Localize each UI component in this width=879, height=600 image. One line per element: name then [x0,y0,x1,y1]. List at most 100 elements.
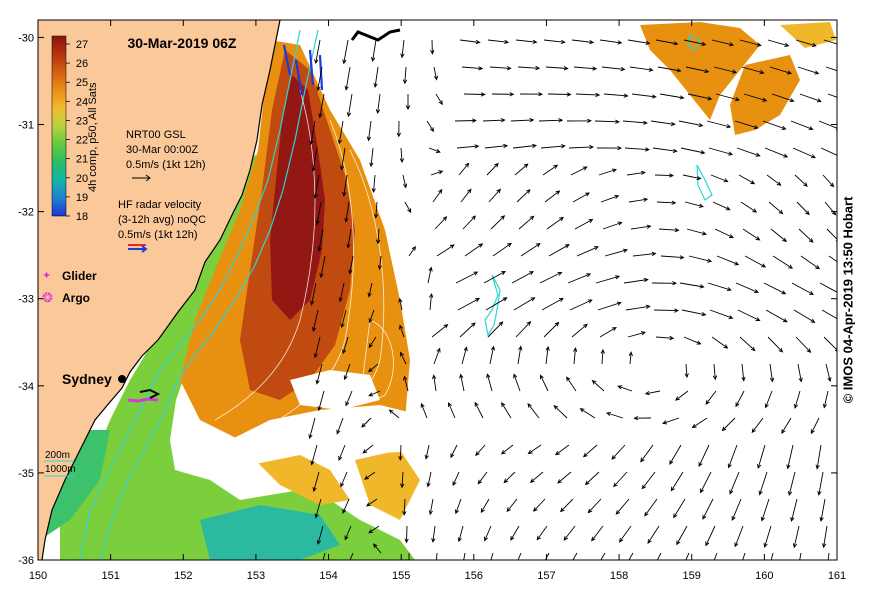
current-vector [346,93,353,118]
current-vector [474,401,484,419]
current-vector [579,408,596,419]
current-vector [464,243,484,257]
current-vector [741,66,765,75]
current-vector [516,189,531,203]
current-vector [627,331,647,338]
current-vector [822,390,829,409]
colorbar-tick-label: 25 [76,77,88,89]
current-vector [769,66,792,75]
current-vector [475,444,486,457]
current-vector [487,39,510,45]
current-vector [315,363,323,385]
current-vector [707,282,732,292]
current-vector [791,282,814,295]
current-vector [402,498,407,516]
colorbar-tick-label: 21 [76,154,88,166]
current-vector [770,552,774,560]
current-vector [670,471,684,492]
current-vector [658,227,680,233]
current-vector [796,201,810,216]
current-vector [361,417,372,428]
current-vector [433,347,441,365]
current-vector [587,498,602,514]
current-vector [567,273,592,284]
current-vector [669,444,682,466]
current-vector [741,363,746,382]
colorbar-tick-label: 24 [76,96,88,108]
current-vector [797,66,820,75]
current-vector [454,118,477,123]
current-vector [426,471,432,488]
current-vector [405,94,411,111]
current-vector [654,173,675,178]
current-vector [515,321,532,338]
current-vector [572,192,590,203]
current-vector [546,216,564,230]
current-vector [799,552,802,560]
current-vector [368,336,377,349]
current-vector [673,498,686,519]
current-vector [627,39,651,46]
sst-warm-patch [250,450,350,505]
depth-contour-1000m [99,29,319,560]
current-vector [311,147,318,173]
current-vector [510,117,535,123]
current-vector [557,471,572,484]
current-vector [404,525,409,544]
current-vector [617,385,633,392]
current-vector [317,228,324,252]
current-vector [548,244,570,257]
current-vector [372,543,382,554]
current-vector [539,271,563,284]
current-vector [569,299,593,311]
current-vector [705,525,716,547]
current-vector [313,336,321,359]
current-vector [683,39,707,46]
current-vector [559,498,574,513]
current-vector [488,188,501,203]
current-vector [362,444,374,454]
sst-cool-patch [200,505,340,560]
colorbar-tick-label: 22 [76,135,88,147]
current-vector [740,201,758,213]
radar-legend-line2: (3-12h avg) noQC [118,214,206,226]
current-vector [682,174,702,181]
current-vector [792,147,816,159]
current-vector [489,66,512,71]
current-vector [573,66,598,71]
colorbar [51,35,67,217]
current-vector [458,162,470,176]
current-vector [310,444,318,466]
current-vector [511,271,535,284]
current-vector [794,174,808,187]
current-vector [398,444,403,461]
current-vector [515,39,538,44]
current-vector [715,93,741,102]
current-vector [434,216,448,230]
current-vector [489,345,496,365]
current-vector [734,525,744,548]
current-vector [751,417,764,434]
current-vector [373,66,379,89]
current-vector [652,147,678,154]
x-tick-label: 155 [392,570,410,582]
current-vector [366,120,372,142]
sst-isotherm [259,119,354,431]
current-vector [483,271,507,284]
current-vector [793,390,801,409]
current-vectors [308,39,837,560]
current-vector [340,471,348,488]
current-vector [769,363,775,383]
current-vector [459,39,481,45]
current-vector [342,39,349,65]
current-vector [600,552,606,560]
depth-contour-200m [79,29,301,560]
argo-legend-label: Argo [62,291,90,305]
current-vector [713,552,718,560]
current-vector [571,39,595,45]
current-vector [315,201,322,226]
current-vector [822,525,828,549]
current-vector [431,525,436,543]
sst-ne-patch [640,22,760,120]
current-vector [641,471,656,490]
